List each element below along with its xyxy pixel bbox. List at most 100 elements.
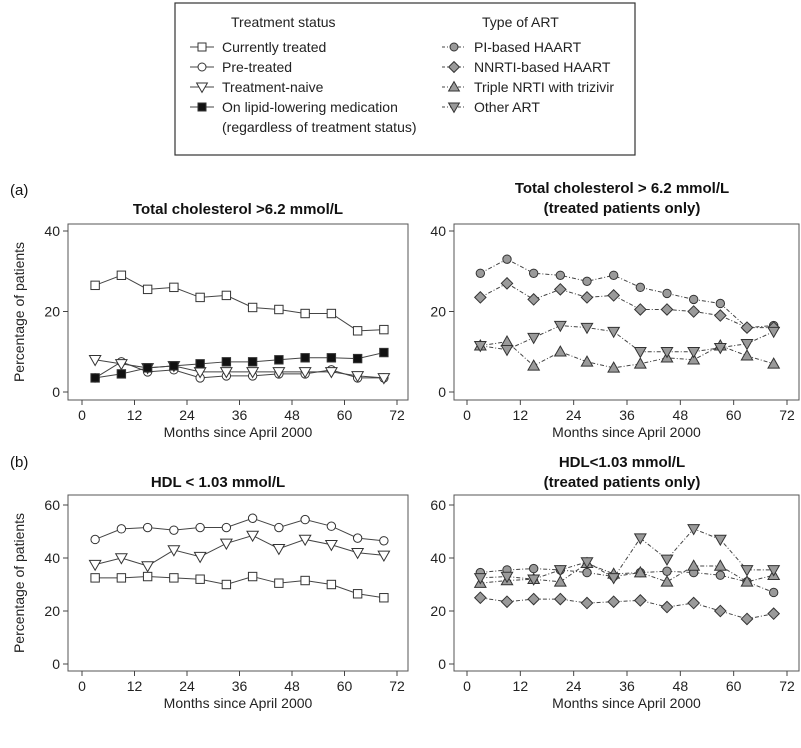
data-point	[527, 574, 541, 586]
data-point	[219, 367, 233, 379]
data-point	[90, 280, 100, 291]
data-point	[500, 344, 514, 357]
data-point	[767, 565, 781, 577]
data-point	[500, 335, 514, 347]
data-point	[662, 566, 672, 576]
legend-label-triple-nrti-with-trizivir: Triple NRTI with trizivir	[474, 79, 614, 95]
row-label-b: (b)	[10, 454, 28, 471]
data-point	[298, 367, 312, 379]
y-tick-label: 20	[44, 603, 60, 619]
data-point	[633, 303, 647, 316]
x-tick-label: 48	[284, 678, 300, 694]
data-point	[740, 338, 754, 351]
legend-label-currently-treated: Currently treated	[222, 39, 326, 55]
data-point	[740, 349, 754, 361]
data-point	[116, 524, 127, 534]
x-tick-label: 72	[779, 678, 795, 694]
y-tick-label: 40	[430, 223, 446, 239]
data-point	[221, 579, 232, 590]
panel-subtitle: (treated patients only)	[544, 200, 701, 217]
data-point	[607, 361, 621, 373]
series-triple-nrti-with-trizivir	[473, 335, 781, 373]
legend-marker-on-lipid-lowering-medication	[197, 102, 207, 112]
data-point	[528, 563, 539, 574]
data-point	[379, 536, 389, 546]
legend-frame	[174, 2, 636, 156]
data-point	[142, 571, 153, 582]
series-line	[94, 274, 384, 332]
data-point	[553, 592, 567, 606]
data-point	[660, 554, 674, 567]
data-point	[246, 530, 260, 543]
data-point	[553, 575, 567, 587]
data-point	[768, 587, 779, 598]
x-tick-label: 0	[463, 678, 471, 694]
legend-label-on-lipid-lowering-medication: On lipid-lowering medication	[222, 99, 398, 115]
data-point	[633, 565, 647, 578]
y-tick-label: 60	[430, 497, 446, 513]
data-point	[274, 522, 284, 533]
x-tick-label: 60	[337, 678, 353, 694]
data-point	[502, 254, 512, 264]
data-point	[660, 346, 674, 359]
y-tick-label: 0	[52, 656, 60, 672]
legend-marker-other-art	[447, 102, 461, 114]
data-point	[142, 284, 153, 295]
x-tick-label: 48	[673, 407, 689, 423]
panel-hdl-all: HDL < 1.03 mmol/L 0 20 40 60 0 12 24 36 48 60 72 Mon…	[11, 474, 409, 711]
data-point	[713, 342, 727, 355]
x-tick-label: 24	[566, 678, 582, 694]
data-point	[527, 592, 541, 606]
series-line	[95, 534, 384, 567]
y-tick-label: 20	[430, 603, 446, 619]
data-point	[473, 291, 487, 304]
data-point	[715, 570, 726, 580]
series-line	[94, 517, 384, 542]
data-point	[379, 324, 389, 335]
data-point	[580, 355, 594, 367]
data-point	[582, 276, 592, 287]
series-line	[480, 282, 774, 329]
legend-label-other-art: Other ART	[474, 99, 540, 115]
data-point	[377, 550, 391, 563]
x-axis-title: Months since April 2000	[552, 424, 701, 440]
legend-label-pre-treated: Pre-treated	[222, 59, 292, 75]
data-point	[169, 282, 179, 293]
data-point	[167, 545, 181, 557]
data-point	[500, 571, 514, 584]
y-tick-label: 0	[438, 656, 446, 672]
data-point	[740, 575, 754, 587]
data-point	[352, 326, 363, 336]
data-point	[715, 298, 726, 309]
legend-treatment-group: Currently treated Pre-treated Treatment-na…	[190, 39, 417, 135]
series-nnrti-based-haart	[473, 591, 781, 626]
data-point	[473, 591, 487, 605]
data-point	[379, 347, 389, 358]
x-tick-label: 12	[127, 678, 143, 694]
data-point	[527, 293, 541, 306]
series-line	[480, 325, 774, 353]
series-other-art	[473, 524, 781, 586]
series-triple-nrti-with-trizivir	[473, 556, 781, 588]
x-tick-label: 0	[463, 407, 471, 423]
series-pi-based-haart	[475, 563, 779, 598]
data-point	[141, 561, 155, 573]
data-point	[142, 522, 153, 533]
data-point	[114, 359, 128, 371]
x-axis-title: Months since April 2000	[164, 424, 313, 440]
data-point	[88, 559, 102, 572]
x-tick-label: 48	[673, 678, 689, 694]
legend-label-treatment-naive: Treatment-naive	[222, 79, 324, 95]
data-point	[660, 303, 674, 316]
legend-label-nnrti-based-haart: NNRTI-based HAART	[474, 59, 611, 75]
data-point	[272, 367, 286, 379]
panel-title: Total cholesterol >6.2 mmol/L	[133, 201, 343, 218]
data-point	[713, 559, 727, 571]
x-tick-label: 12	[127, 407, 143, 423]
x-tick-label: 0	[78, 407, 86, 423]
series-treatment-naive	[88, 355, 391, 385]
x-tick-label: 60	[726, 407, 742, 423]
data-point	[527, 359, 541, 371]
x-tick-label: 12	[513, 678, 529, 694]
data-point	[300, 514, 310, 525]
